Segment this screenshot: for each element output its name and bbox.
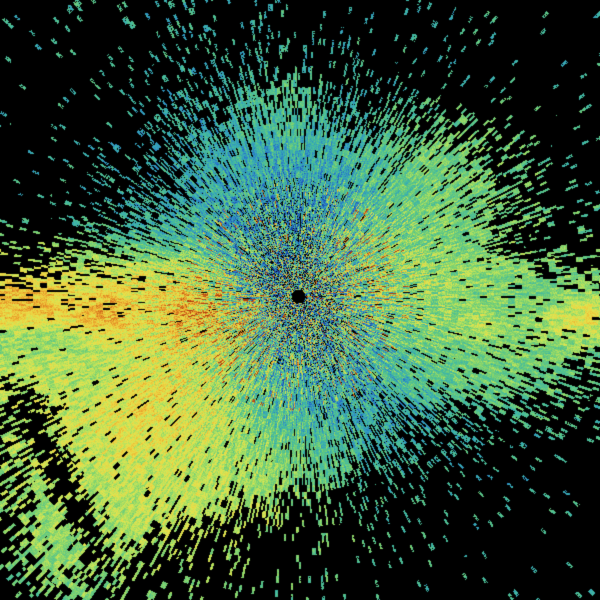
- weather-radar-reflectivity-image: [0, 0, 600, 600]
- radar-display: [0, 0, 600, 600]
